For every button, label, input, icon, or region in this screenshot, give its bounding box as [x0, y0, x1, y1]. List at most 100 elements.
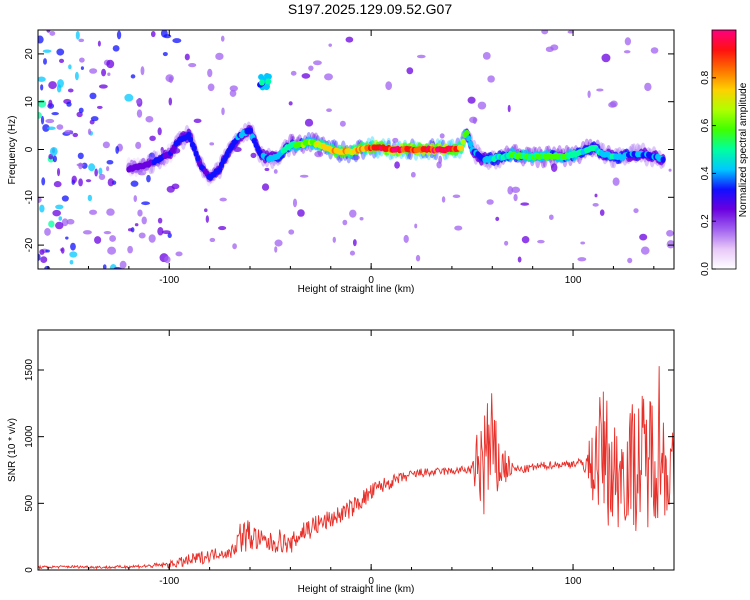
spectrogram-speckle	[61, 195, 69, 202]
spectrogram-speckle	[43, 58, 47, 65]
spectrogram-speckle	[116, 30, 122, 40]
spectrogram-speckle	[594, 193, 598, 198]
spectrogram-speckle	[250, 152, 257, 159]
spectrogram-speckle	[46, 126, 56, 131]
spectrogram-speckle	[66, 101, 72, 107]
spectrogram-speckle	[608, 101, 617, 108]
spectrogram-speckle	[324, 73, 333, 81]
spectrogram-speckle	[140, 66, 145, 76]
spectrogram-speckle	[57, 79, 64, 88]
spectrogram-speckle	[106, 159, 114, 165]
spectrogram-speckle	[77, 152, 84, 160]
spectrogram-speckle	[149, 135, 156, 142]
spectrogram-speckle	[507, 104, 511, 113]
spectrogram-speckle	[157, 226, 164, 236]
spectrogram-speckle	[85, 179, 92, 183]
spectrogram-speckle	[666, 240, 674, 249]
spectrogram-speckle	[71, 175, 77, 184]
spectrogram-speckle	[55, 204, 64, 210]
spectrogram-speckle	[60, 247, 65, 254]
spectrogram-speckle	[141, 201, 151, 206]
spectrogram-ridge-cell	[460, 138, 466, 145]
spectrogram-speckle	[138, 232, 146, 239]
spectrogram-speckle	[394, 161, 400, 169]
spectrogram-speckle	[299, 174, 309, 178]
x-tick-label: 100	[565, 275, 582, 286]
spectrogram-speckle	[313, 60, 322, 66]
spectrogram-speckle	[88, 163, 96, 172]
spectrogram-speckle	[38, 99, 47, 108]
spectrogram-speckle	[550, 44, 559, 51]
spectrogram-speckle	[105, 166, 110, 172]
spectrogram-speckle	[69, 260, 74, 265]
spectrogram-speckle	[133, 195, 138, 202]
spectrogram-speckle	[49, 30, 56, 36]
spectrogram-speckle	[291, 136, 295, 140]
spectrogram-speckle	[106, 59, 115, 69]
spectrogram-speckle	[477, 101, 487, 110]
spectrogram-speckle	[98, 173, 106, 181]
spectrogram-speckle	[53, 181, 62, 188]
colorbar-tick-label: 0.6	[700, 118, 711, 132]
spectrogram-speckle	[207, 68, 213, 78]
spectrogram-speckle	[130, 74, 136, 79]
spectrogram-speckle	[161, 230, 171, 235]
spectrogram-speckle	[102, 141, 110, 149]
spectrogram-speckle	[520, 202, 530, 206]
spectrogram-speckle	[56, 48, 65, 56]
spectrogram-speckle	[416, 54, 426, 59]
spectrogram-speckle	[135, 99, 142, 104]
spectrogram-speckle	[221, 107, 225, 116]
spectrogram-speckle	[633, 208, 639, 214]
snr-plot-area	[38, 330, 674, 570]
spectrogram-speckle	[96, 105, 103, 109]
spectrogram-speckle	[137, 209, 143, 217]
spectrogram-speckle	[541, 30, 549, 35]
spectrogram-speckle	[78, 107, 84, 114]
spectrogram-speckle	[288, 101, 293, 106]
spectrogram-speckle	[385, 81, 393, 91]
snr-y-axis-label: SNR (10 * v/v)	[7, 418, 18, 482]
spectrogram-speckle	[113, 266, 122, 269]
spectrogram-speckle	[79, 57, 85, 63]
spectrogram-speckle	[666, 229, 674, 237]
spectrogram-speckle	[42, 49, 52, 53]
spectrogram-speckle	[359, 217, 364, 221]
spectrogram-speckle	[326, 108, 332, 112]
spectrogram-speckle	[482, 52, 491, 60]
spectrogram-speckle	[94, 236, 102, 244]
spectrogram-speckle	[517, 256, 522, 263]
spectrogram-speckle	[410, 171, 416, 178]
spectrogram-speckle	[218, 226, 227, 231]
spectrogram-speckle	[148, 234, 156, 243]
spectrogram-speckle	[171, 183, 180, 190]
spectrogram-speckle	[78, 178, 83, 187]
spectrogram-speckle	[288, 229, 295, 235]
spectrogram-speckle	[580, 241, 586, 245]
spectrogram-speckle	[76, 111, 83, 118]
spectrogram-speckle	[78, 162, 83, 170]
spectrogram-speckle	[342, 219, 348, 226]
spectrogram-speckle	[69, 251, 78, 258]
spectrogram-speckle	[55, 221, 64, 230]
y-tick-label: -10	[24, 190, 35, 205]
spectrogram-speckle	[70, 242, 76, 251]
spectrogram-speckle	[292, 198, 298, 208]
spectrogram-speckle	[67, 88, 74, 93]
spectrogram-speckle	[172, 38, 182, 44]
spectrogram-speckle	[49, 146, 58, 156]
x-tick-label: 0	[368, 576, 374, 587]
spectrogram-speckle	[314, 150, 324, 158]
spectrogram-speckle	[89, 209, 98, 215]
spectrogram-speckle	[44, 265, 51, 269]
spectrogram-speckle	[124, 93, 134, 102]
spectrogram-speckle	[209, 142, 215, 146]
spectrogram-ridge-cell	[186, 131, 192, 138]
y-tick-label: 0	[24, 146, 35, 152]
spectrogram-speckle	[109, 235, 117, 242]
spectrogram-speckle	[103, 230, 112, 235]
spectrogram-speckle	[162, 51, 168, 57]
colorbar-label: Normalized spectral amplitude	[738, 82, 749, 217]
spectrogram-ridge-cell	[660, 156, 666, 163]
